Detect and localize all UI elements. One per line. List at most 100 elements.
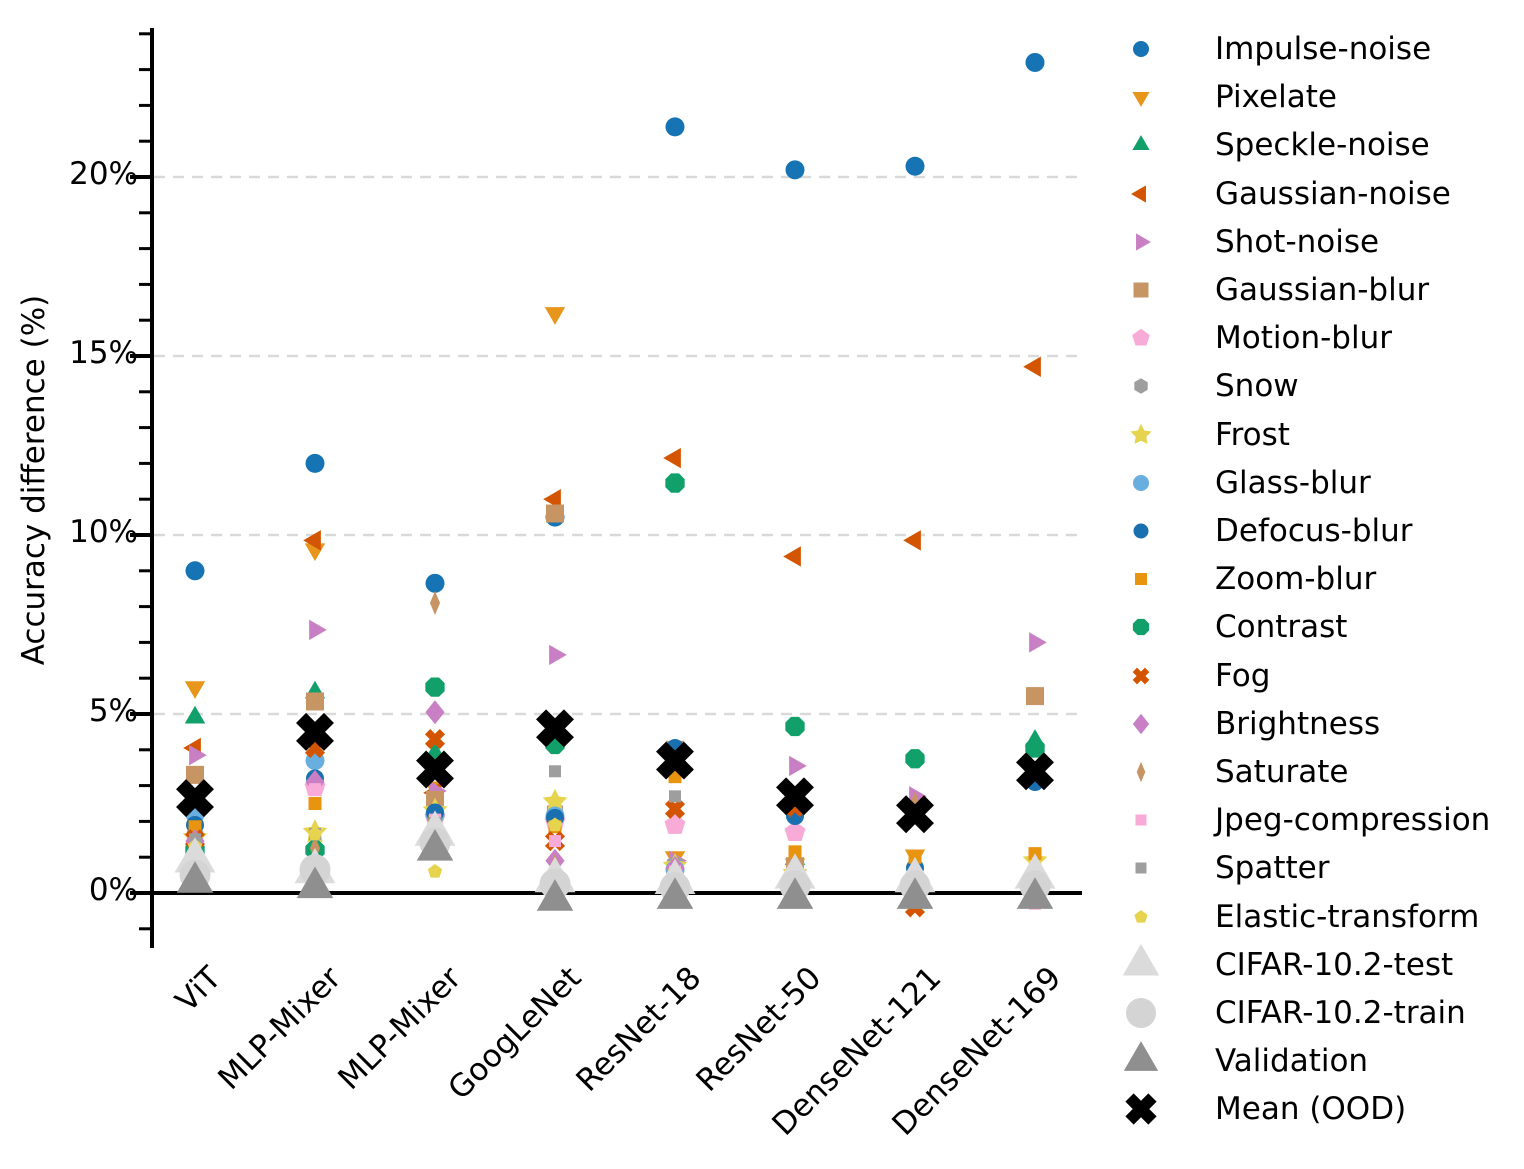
contrast-legend-glyph: [1132, 619, 1150, 636]
data-point-gaussian-blur-mlp-mixer: [306, 692, 324, 711]
legend-label-glass-blur: Glass-blur: [1215, 464, 1371, 501]
legend-item-elastic-transform: Elastic-transform: [1112, 893, 1479, 941]
saturate-marker-icon: [1112, 748, 1170, 796]
data-point-shot-noise-mlp-mixer: [309, 619, 327, 641]
legend-item-speckle-noise: Speckle-noise: [1112, 121, 1430, 169]
legend-label-gaussian-blur: Gaussian-blur: [1215, 272, 1430, 308]
data-point-gaussian-noise-mlp-mixer: [303, 530, 321, 551]
legend-label-motion-blur: Motion-blur: [1215, 320, 1392, 357]
glass-blur-marker-icon: [1112, 459, 1170, 507]
data-point-gaussian-noise-densenet-169: [1023, 356, 1041, 377]
brightness-legend-glyph: [1132, 713, 1150, 734]
legend-item-cifar-10-2-test: CIFAR-10.2-test: [1112, 941, 1453, 989]
legend-label-gaussian-noise: Gaussian-noise: [1215, 175, 1451, 212]
shot-noise-legend-glyph: [1136, 233, 1151, 251]
data-point-gaussian-blur-vit: [186, 765, 204, 784]
spatter-legend-glyph: [1135, 862, 1147, 874]
legend-item-frost: Frost: [1112, 411, 1290, 459]
y-tick-label-0%: 0%: [88, 872, 138, 908]
data-point-mean-ood-googlenet: [536, 709, 574, 748]
zoom-blur-legend-glyph: [1135, 573, 1147, 586]
data-point-motion-blur-resnet-50: [784, 821, 806, 842]
data-point-impulse-noise-densenet-169: [1025, 52, 1045, 72]
gaussian-noise-legend-glyph: [1131, 185, 1146, 203]
data-point-zoom-blur-vit: [188, 820, 202, 834]
y-tick-label-10%: 10%: [69, 514, 138, 550]
speckle-noise-marker-icon: [1112, 121, 1170, 169]
data-point-impulse-noise-vit: [185, 561, 205, 581]
legend-label-zoom-blur: Zoom-blur: [1215, 561, 1377, 598]
legend-item-defocus-blur: Defocus-blur: [1112, 507, 1413, 555]
defocus-blur-marker-icon: [1112, 507, 1170, 555]
data-point-impulse-noise-mlp-mixer: [305, 453, 325, 473]
series-validation: [176, 828, 1054, 911]
motion-blur-legend-glyph: [1132, 328, 1150, 346]
snow-legend-glyph: [1134, 378, 1148, 395]
legend-item-motion-blur: Motion-blur: [1112, 314, 1392, 362]
spatter-marker-icon: [1112, 844, 1170, 892]
data-point-elastic-transform-mlp-mixer: [427, 863, 443, 878]
legend-item-spatter: Spatter: [1112, 844, 1329, 892]
jpeg-compression-marker-icon: [1112, 796, 1170, 844]
legend-label-frost: Frost: [1215, 416, 1290, 453]
fog-marker-icon: [1112, 652, 1170, 700]
contrast-marker-icon: [1112, 603, 1170, 651]
data-point-motion-blur-resnet-18: [664, 813, 686, 834]
data-point-contrast-resnet-50: [785, 716, 805, 737]
cifar-10-2-train-legend-glyph: [1126, 998, 1156, 1028]
legend-item-brightness: Brightness: [1112, 700, 1380, 748]
data-point-gaussian-noise-googlenet: [543, 488, 561, 510]
legend-item-gaussian-blur: Gaussian-blur: [1112, 266, 1429, 314]
legend-item-zoom-blur: Zoom-blur: [1112, 555, 1376, 603]
brightness-marker-icon: [1112, 700, 1170, 748]
data-point-validation-densenet-169: [1016, 877, 1054, 909]
data-point-jpeg-compression-mlp-mixer: [309, 783, 321, 796]
legend-label-mean-ood: Mean (OOD): [1215, 1091, 1407, 1128]
gaussian-noise-marker-icon: [1112, 170, 1170, 218]
frost-marker-icon: [1112, 411, 1170, 459]
fog-legend-glyph: [1132, 667, 1150, 684]
series-impulse-noise: [185, 52, 1045, 593]
legend-label-contrast: Contrast: [1215, 609, 1348, 646]
data-point-pixelate-googlenet: [544, 307, 566, 325]
data-point-gaussian-blur-googlenet: [546, 504, 564, 523]
data-point-gaussian-noise-resnet-50: [783, 546, 801, 567]
speckle-noise-legend-glyph: [1132, 135, 1150, 151]
validation-legend-glyph: [1123, 1041, 1159, 1072]
motion-blur-marker-icon: [1112, 314, 1170, 362]
data-point-validation-mlp-mixer: [296, 866, 334, 899]
data-point-elastic-transform-mlp-mixer: [307, 826, 323, 841]
impulse-noise-legend-glyph: [1133, 41, 1149, 57]
data-point-impulse-noise-mlp-mixer: [425, 573, 445, 593]
zoom-blur-marker-icon: [1112, 555, 1170, 603]
legend-label-fog: Fog: [1215, 657, 1271, 694]
shot-noise-marker-icon: [1112, 218, 1170, 266]
elastic-transform-marker-icon: [1112, 893, 1170, 941]
data-point-jpeg-compression-googlenet: [549, 835, 561, 848]
impulse-noise-marker-icon: [1112, 25, 1170, 73]
glass-blur-legend-glyph: [1133, 474, 1149, 491]
data-point-mean-ood-densenet-121: [896, 795, 934, 834]
legend-item-glass-blur: Glass-blur: [1112, 459, 1371, 507]
legend-label-shot-noise: Shot-noise: [1215, 223, 1380, 260]
data-point-validation-vit: [176, 861, 214, 893]
legend-item-saturate: Saturate: [1112, 748, 1348, 796]
data-point-fog-mlp-mixer: [424, 729, 446, 750]
frost-legend-glyph: [1130, 423, 1152, 444]
data-point-pixelate-vit: [184, 681, 206, 699]
pixelate-legend-glyph: [1132, 92, 1150, 108]
legend-item-pixelate: Pixelate: [1112, 73, 1337, 121]
legend-label-elastic-transform: Elastic-transform: [1215, 898, 1480, 935]
legend-label-defocus-blur: Defocus-blur: [1215, 513, 1413, 549]
legend-item-gaussian-noise: Gaussian-noise: [1112, 170, 1451, 218]
legend-item-contrast: Contrast: [1112, 603, 1347, 651]
gaussian-blur-legend-glyph: [1133, 282, 1149, 298]
snow-marker-icon: [1112, 362, 1170, 410]
data-point-impulse-noise-densenet-121: [905, 156, 925, 176]
mean-ood-legend-glyph: [1125, 1093, 1157, 1126]
data-point-spatter-googlenet: [549, 765, 561, 778]
legend-item-jpeg-compression: Jpeg-compression: [1112, 796, 1490, 844]
data-point-validation-resnet-18: [656, 877, 694, 909]
elastic-transform-legend-glyph: [1134, 909, 1148, 923]
